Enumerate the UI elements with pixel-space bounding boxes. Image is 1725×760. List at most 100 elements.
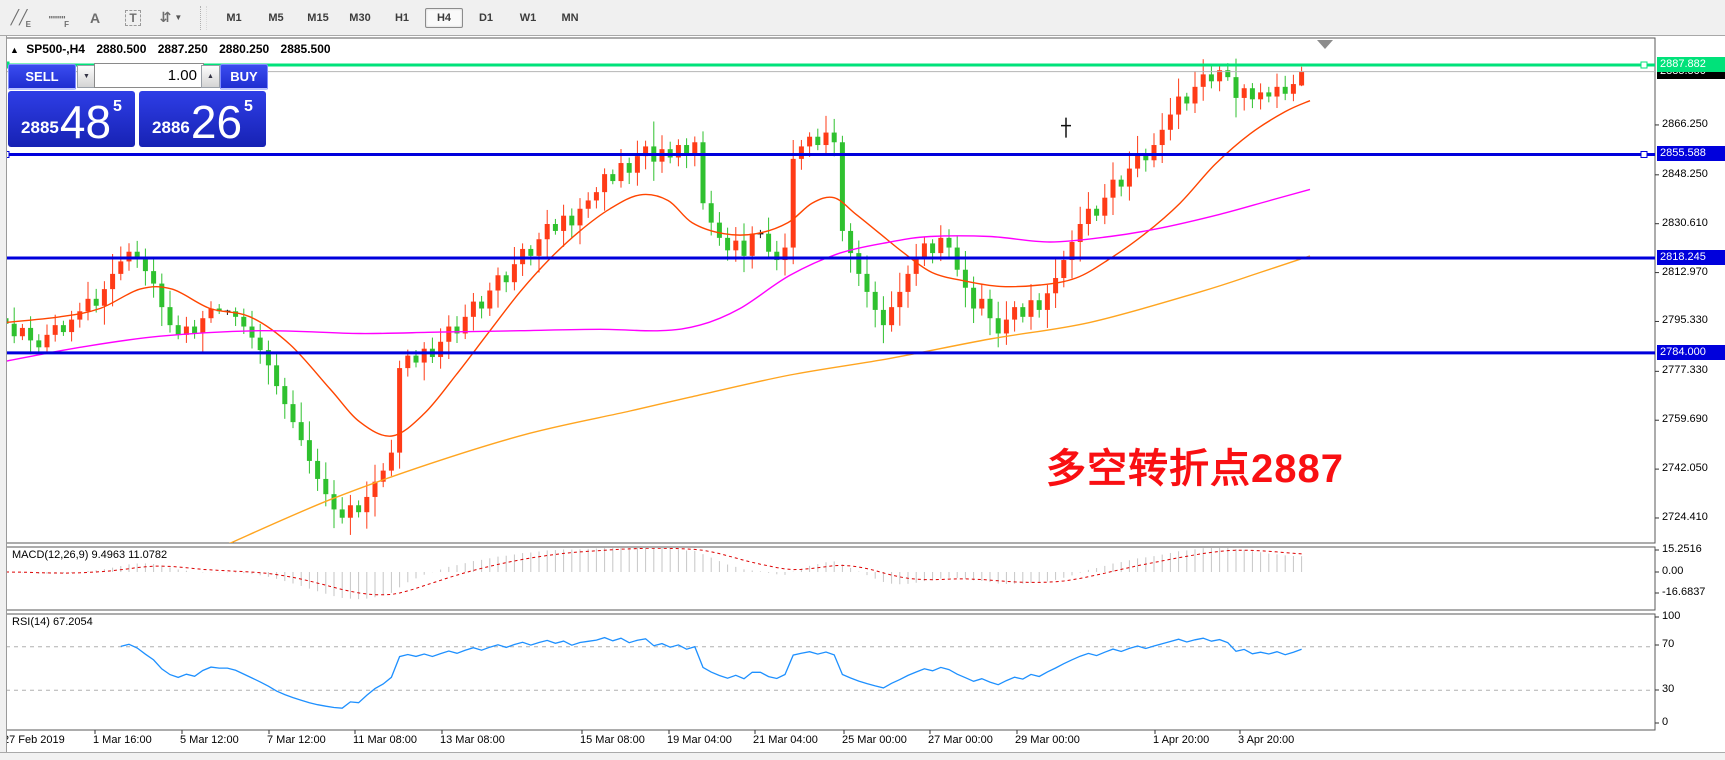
rsi-line: [120, 636, 1302, 709]
hline-handle: [1640, 150, 1648, 158]
chart-title: ▲ SP500-,H4 2880.500 2887.250 2880.250 2…: [10, 42, 331, 56]
window-bottom-strip: [0, 752, 1725, 760]
time-label: 11 Mar 08:00: [353, 734, 418, 746]
price-tag: 2784.000: [1657, 344, 1725, 360]
fibonacci-tool-button[interactable]: ┉┉ F: [40, 5, 74, 31]
time-label: 3 Apr 20:00: [1238, 734, 1295, 746]
rsi-axis-label: 0: [1662, 716, 1669, 728]
price-tag: 2855.588: [1657, 146, 1725, 162]
symbol-period: SP500-,H4: [26, 42, 85, 56]
textbox-tool-icon: T: [125, 9, 141, 26]
arrow-tool-button[interactable]: ⇵ ▼: [154, 5, 188, 31]
ma-mid-line: [7, 188, 1311, 362]
timeframe-mn-button[interactable]: MN: [561, 11, 579, 24]
price-tag: 2887.882: [1657, 57, 1725, 72]
price-tick-label: 2795.330: [1662, 314, 1708, 327]
ohlc-open: 2880.500: [96, 42, 147, 56]
price-tick-label: 2848.250: [1662, 167, 1708, 180]
timeframe-w1-button[interactable]: W1: [519, 11, 537, 24]
text-label-tool-button[interactable]: A: [78, 5, 112, 31]
sell-quote-button[interactable]: 2885 48 5: [8, 91, 135, 147]
timeframe-m15-button[interactable]: M15: [307, 11, 329, 24]
buy-price-sup: 5: [244, 98, 253, 115]
chevron-down-icon: ▼: [83, 73, 90, 80]
ma-fast-line: [7, 100, 1311, 437]
hline-handle: [1640, 61, 1648, 69]
price-tick-label: 2866.250: [1662, 117, 1708, 130]
volume-decrease-button[interactable]: ▼: [77, 65, 96, 88]
price-tick-label: 2830.610: [1662, 216, 1708, 229]
price-tick-label: 2812.970: [1662, 265, 1708, 278]
toolbar: ╱╱ E ┉┉ F A T ⇵ ▼ M1 M5 M15 M30 H1 H4 D1 W1 MN: [0, 0, 1725, 36]
price-tick-label: 2742.050: [1662, 462, 1708, 475]
collapse-icon[interactable]: ▲: [10, 45, 19, 55]
one-click-trade-panel: SELL ▼ ▲ BUY 2885 48 5 2886 26 5: [8, 57, 268, 147]
rsi-axis-label: 100: [1662, 610, 1681, 622]
time-label: 5 Mar 12:00: [180, 734, 239, 746]
time-label: 1 Apr 20:00: [1153, 734, 1210, 746]
timeframe-h4-button[interactable]: H4: [425, 7, 463, 28]
fibonacci-tool-sub-label: F: [64, 19, 69, 29]
price-tick-label: 2724.410: [1662, 510, 1708, 523]
fibonacci-tool-icon: ┉┉: [48, 9, 66, 25]
sell-price-big: 48: [59, 96, 112, 148]
volume-increase-button[interactable]: ▲: [201, 65, 220, 88]
time-label: 15 Mar 08:00: [580, 734, 645, 746]
ma-slow-line: [228, 255, 1311, 543]
chart-shift-marker[interactable]: [1317, 40, 1333, 49]
volume-input[interactable]: [94, 63, 204, 88]
price-tick-label: 2777.330: [1662, 364, 1708, 377]
macd-signal-line: [7, 548, 1302, 596]
time-label: 29 Mar 00:00: [1015, 734, 1080, 746]
time-label: 25 Mar 00:00: [842, 734, 907, 746]
time-label: 13 Mar 08:00: [440, 734, 505, 746]
chevron-up-icon: ▲: [207, 73, 214, 80]
time-label: 21 Mar 04:00: [753, 734, 818, 746]
buy-quote-button[interactable]: 2886 26 5: [139, 91, 266, 147]
time-label: 7 Mar 12:00: [267, 734, 326, 746]
ohlc-high: 2887.250: [157, 42, 208, 56]
time-label: 27 Feb 2019: [3, 734, 65, 746]
text-label-tool-icon: A: [89, 9, 101, 26]
channel-tool-icon: ╱╱: [10, 9, 28, 25]
timeframe-d1-button[interactable]: D1: [478, 11, 494, 24]
macd-axis-label: 15.2516: [1662, 543, 1702, 555]
ohlc-close: 2885.500: [280, 42, 331, 56]
price-tag: 2818.245: [1657, 249, 1725, 265]
price-tick-label: 2759.690: [1662, 413, 1708, 426]
sell-price-sup: 5: [113, 98, 122, 115]
rsi-label: RSI(14) 67.2054: [12, 616, 93, 628]
macd-histogram: [13, 548, 1303, 600]
candles: [7, 58, 1305, 535]
timeframe-m5-button[interactable]: M5: [268, 11, 284, 24]
time-label: 1 Mar 16:00: [93, 734, 152, 746]
textbox-tool-button[interactable]: T: [116, 5, 150, 31]
sell-button[interactable]: SELL: [8, 64, 76, 90]
macd-axis-label: -16.6837: [1662, 586, 1706, 598]
buy-button[interactable]: BUY: [220, 64, 268, 90]
macd-label: MACD(12,26,9) 9.4963 11.0782: [12, 549, 168, 561]
chart-annotation-text[interactable]: 多空转折点2887: [1046, 447, 1344, 491]
toolbar-drawing-tools: ╱╱ E ┉┉ F A T ⇵ ▼: [0, 5, 190, 31]
chevron-down-icon: ▼: [174, 13, 183, 22]
macd-axis-label: 0.00: [1662, 565, 1684, 577]
channel-tool-sub-label: E: [25, 19, 31, 29]
sell-price-small: 2885: [21, 118, 59, 137]
ohlc-low: 2880.250: [219, 42, 270, 56]
timeframe-m30-button[interactable]: M30: [349, 11, 371, 24]
timeframe-buttons: M1 M5 M15 M30 H1 H4 D1 W1 MN: [213, 7, 591, 28]
toolbar-separator: [200, 5, 207, 30]
time-label: 19 Mar 04:00: [667, 734, 732, 746]
time-label: 27 Mar 00:00: [928, 734, 993, 746]
arrow-tool-icon: ⇵: [159, 9, 172, 25]
timeframe-h1-button[interactable]: H1: [394, 11, 410, 24]
rsi-axis-label: 30: [1662, 683, 1675, 695]
channel-tool-button[interactable]: ╱╱ E: [2, 5, 36, 31]
window-left-border: [0, 36, 7, 752]
buy-price-big: 26: [190, 96, 243, 148]
buy-price-small: 2886: [152, 118, 190, 137]
timeframe-m1-button[interactable]: M1: [226, 11, 242, 24]
rsi-axis-label: 70: [1662, 638, 1675, 650]
